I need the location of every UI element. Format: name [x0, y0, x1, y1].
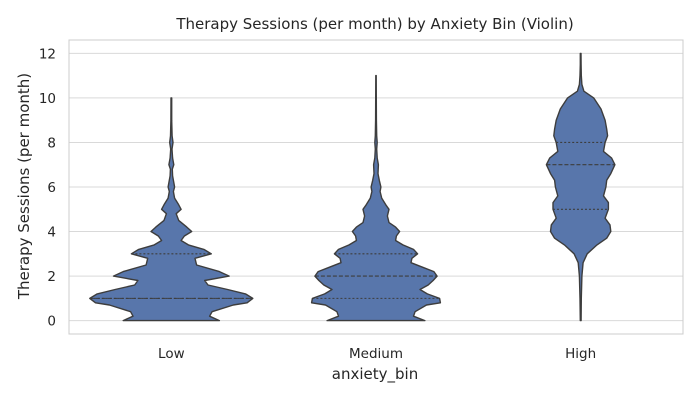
violin-low: [89, 97, 254, 322]
violins: [89, 52, 616, 322]
x-tick-label: High: [565, 346, 596, 362]
plot-frame: [68, 39, 684, 335]
violin-medium: [310, 74, 442, 322]
y-tick-label: 6: [47, 180, 56, 196]
y-tick-label: 10: [39, 91, 56, 107]
y-tick-label: 2: [47, 269, 56, 285]
x-tick-labels: Low Medium High: [158, 346, 596, 362]
y-tick-label: 8: [47, 135, 56, 151]
x-tick-label: Medium: [349, 346, 403, 362]
chart-title: Therapy Sessions (per month) by Anxiety …: [175, 15, 573, 33]
y-tick-label: 4: [47, 225, 56, 241]
x-axis-label: anxiety_bin: [332, 365, 418, 384]
y-tick-label: 0: [47, 314, 56, 330]
x-tick-label: Low: [158, 346, 185, 362]
y-tick-label: 12: [39, 46, 56, 62]
violin-high: [545, 52, 616, 322]
y-tick-labels: 0 2 4 6 8 10 12: [39, 46, 56, 329]
y-axis-label: Therapy Sessions (per month): [15, 73, 33, 300]
